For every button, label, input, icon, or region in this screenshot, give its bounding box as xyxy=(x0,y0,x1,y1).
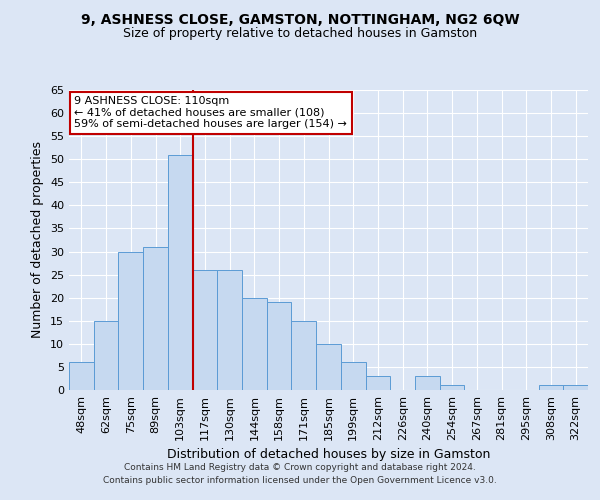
Bar xyxy=(69,362,94,390)
Bar xyxy=(415,376,440,390)
Bar xyxy=(316,344,341,390)
Bar xyxy=(193,270,217,390)
Bar xyxy=(267,302,292,390)
Bar xyxy=(440,386,464,390)
Bar xyxy=(365,376,390,390)
Bar xyxy=(242,298,267,390)
Bar xyxy=(539,386,563,390)
Text: Contains public sector information licensed under the Open Government Licence v3: Contains public sector information licen… xyxy=(103,476,497,485)
Bar xyxy=(563,386,588,390)
Bar xyxy=(168,154,193,390)
Y-axis label: Number of detached properties: Number of detached properties xyxy=(31,142,44,338)
Bar xyxy=(217,270,242,390)
Bar xyxy=(143,247,168,390)
Bar xyxy=(341,362,365,390)
Text: Contains HM Land Registry data © Crown copyright and database right 2024.: Contains HM Land Registry data © Crown c… xyxy=(124,464,476,472)
Bar xyxy=(292,321,316,390)
Text: Size of property relative to detached houses in Gamston: Size of property relative to detached ho… xyxy=(123,28,477,40)
X-axis label: Distribution of detached houses by size in Gamston: Distribution of detached houses by size … xyxy=(167,448,490,461)
Bar xyxy=(118,252,143,390)
Bar xyxy=(94,321,118,390)
Text: 9, ASHNESS CLOSE, GAMSTON, NOTTINGHAM, NG2 6QW: 9, ASHNESS CLOSE, GAMSTON, NOTTINGHAM, N… xyxy=(80,12,520,26)
Text: 9 ASHNESS CLOSE: 110sqm
← 41% of detached houses are smaller (108)
59% of semi-d: 9 ASHNESS CLOSE: 110sqm ← 41% of detache… xyxy=(74,96,347,129)
